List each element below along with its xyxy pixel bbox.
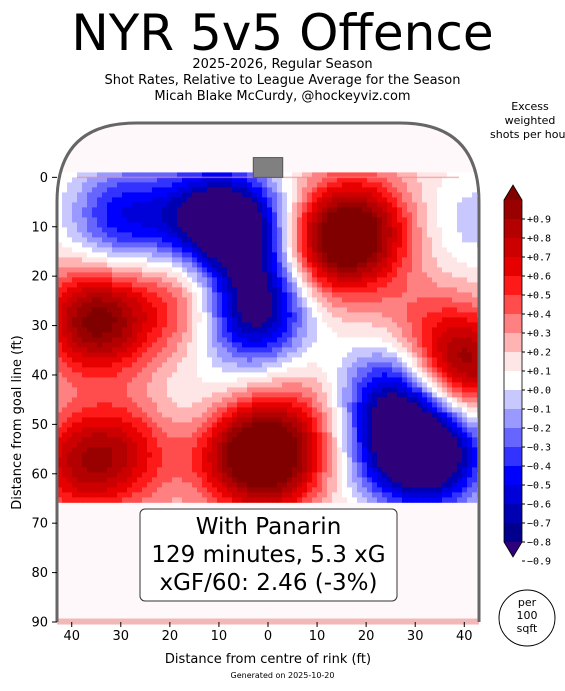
colorbar-tick-label: +0.9 [527,215,551,226]
x-tick-label: 10 [211,629,228,644]
colorbar-tick-label: −0.4 [527,462,551,473]
colorbar-segment [504,219,522,239]
y-axis-label: Distance from goal line (ft) [10,335,25,509]
colorbar-tick-label: +0.4 [527,310,551,321]
colorbar-segment [504,352,522,372]
x-tick-label: 20 [358,629,375,644]
x-tick-label: 30 [407,629,424,644]
y-tick-label: 60 [31,467,48,482]
y-tick-label: 70 [31,517,48,532]
x-tick-label: 40 [456,629,473,644]
colorbar-segment [504,485,522,505]
colorbar-segment [504,276,522,296]
colorbar-tick-label: −0.1 [527,405,551,416]
colorbar-segment [504,504,522,524]
x-tick-label: 0 [264,629,272,644]
heatmap-field [57,172,479,503]
colorbar-tick-label: +0.7 [527,253,551,264]
colorbar-segment [504,295,522,315]
colorbar-extend-top [504,185,522,200]
annotation-line1: With Panarin [196,514,342,540]
colorbar-tick-label: +0.2 [527,348,551,359]
x-tick-label: 20 [162,629,179,644]
y-tick-label: 80 [31,566,48,581]
colorbar-tick-label: +0.8 [527,234,551,245]
y-tick-label: 90 [31,616,48,631]
colorbar-segment [504,466,522,486]
unit-badge-text: sqft [517,622,538,635]
colorbar-tick-label: −0.7 [527,519,551,530]
colorbar-tick-label: −0.6 [527,500,551,511]
unit-badge-text: 100 [517,609,538,622]
colorbar-segment [504,523,522,543]
colorbar-tick-label: −0.2 [527,424,551,435]
chart-title: NYR 5v5 Offence [71,4,494,62]
colorbar-segment [504,257,522,277]
x-tick-label: 30 [113,629,130,644]
colorbar-segment [504,200,522,220]
goal-net [252,157,284,178]
annotation-line3: xGF/60: 2.46 (-3%) [160,570,378,596]
y-tick-label: 40 [31,368,48,383]
unit-badge [498,589,556,647]
unit-badge-text: per [518,596,537,609]
y-tick-label: 50 [31,418,48,433]
colorbar-tick-label: +0.6 [527,272,551,283]
colorbar-tick-label: +0.5 [527,291,551,302]
colorbar-tick-label: −0.5 [527,481,551,492]
colorbar-segment [504,390,522,410]
colorbar-segment [504,447,522,467]
colorbar-tick-label: −0.8 [527,538,551,549]
colorbar-segment [504,314,522,334]
colorbar-segment [504,409,522,429]
colorbar-tick-label: −0.3 [527,443,551,454]
chart-subtitle-description: Shot Rates, Relative to League Average f… [104,73,461,88]
colorbar-title: Excess weighted shots per hour [490,100,565,141]
y-tick-label: 30 [31,319,48,334]
annotation-line2: 129 minutes, 5.3 xG [151,542,385,568]
chart-subtitle-season: 2025-2026, Regular Season [192,57,373,72]
x-axis-label: Distance from centre of rink (ft) [165,652,371,667]
y-tick-label: 0 [40,171,48,186]
y-tick-label: 20 [31,270,48,285]
colorbar-segment [504,428,522,448]
y-tick-label: 10 [31,220,48,235]
colorbar-tick-label: +0.0 [527,386,551,397]
x-tick-label: 10 [309,629,326,644]
colorbar-segment [504,333,522,353]
colorbar-tick-label: −0.9 [527,557,551,568]
x-tick-label: 40 [63,629,80,644]
generated-date: Generated on 2025-10-20 [230,671,335,680]
colorbar-tick-label: +0.3 [527,329,551,340]
chart-subtitle-author: Micah Blake McCurdy, @hockeyviz.com [154,89,411,104]
annotation-box [139,508,398,602]
colorbar-tick-label: +0.1 [527,367,551,378]
blue-line [57,618,479,625]
colorbar-extend-bottom [504,542,522,557]
colorbar-segment [504,371,522,391]
rink-boards [55,121,481,622]
colorbar-segment [504,238,522,258]
